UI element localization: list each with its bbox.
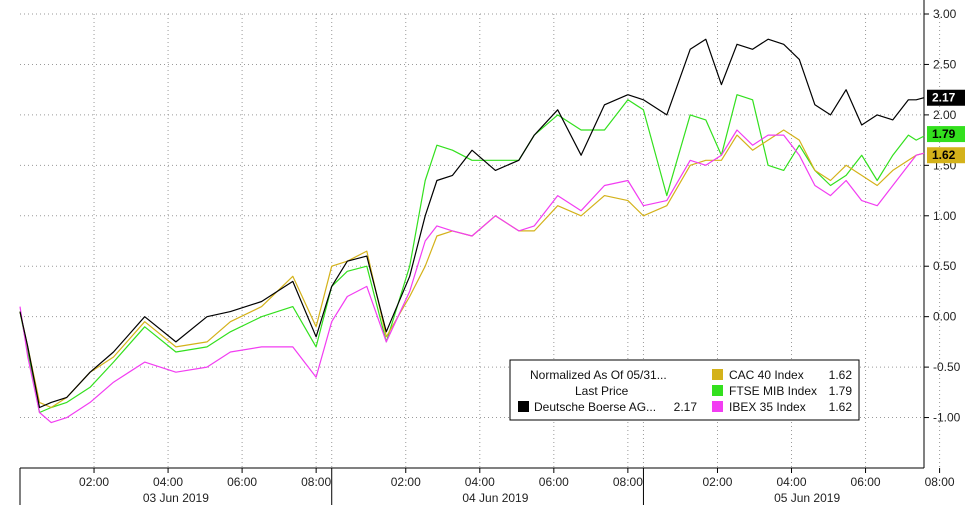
x-tick-label: 06:00 <box>539 475 569 489</box>
last-value-badge <box>927 126 965 143</box>
legend-swatch-cac40 <box>712 369 723 380</box>
legend-swatch-deutsche-boerse <box>518 401 529 412</box>
legend-label-ibex35: IBEX 35 Index <box>729 400 806 414</box>
x-day-label: 04 Jun 2019 <box>462 491 528 505</box>
y-tick-label: -0.50 <box>933 360 961 374</box>
y-tick-label: 1.00 <box>933 209 957 223</box>
x-tick-label: 04:00 <box>777 475 807 489</box>
grid <box>20 13 941 468</box>
series-line-ibex-35-index <box>19 129 925 424</box>
last-value-badge-label: 1.79 <box>932 127 956 141</box>
x-tick-label: 08:00 <box>925 475 955 489</box>
axes: 3.002.502.001.501.000.500.00-0.50-1.0002… <box>19 0 961 505</box>
legend-header-line2: Last Price <box>575 384 629 398</box>
legend-box <box>509 359 860 421</box>
series-layer <box>19 38 925 424</box>
y-tick-label: 2.00 <box>933 108 957 122</box>
x-tick-label: 02:00 <box>702 475 732 489</box>
x-tick-label: 02:00 <box>79 475 109 489</box>
x-tick-label: 08:00 <box>301 475 331 489</box>
legend-value-cac40: 1.62 <box>829 368 853 382</box>
series-line-deutsche-boerse-ag <box>19 38 925 409</box>
legend-label-ftse-mib: FTSE MIB Index <box>729 384 817 398</box>
y-tick-label: 3.00 <box>933 7 957 21</box>
x-tick-label: 06:00 <box>851 475 881 489</box>
last-value-badges: 2.17 1.79 1.62 <box>927 89 965 164</box>
x-tick-label: 08:00 <box>613 475 643 489</box>
last-value-badge <box>927 89 965 106</box>
legend: Normalized As Of 05/31... Last Price Deu… <box>509 359 860 421</box>
legend-swatch-ftse-mib <box>712 385 723 396</box>
legend-value-ftse-mib: 1.79 <box>829 384 853 398</box>
last-value-badge-label: 1.62 <box>932 148 956 162</box>
legend-swatch-ibex35 <box>712 401 723 412</box>
x-day-label: 05 Jun 2019 <box>774 491 840 505</box>
y-tick-label: 0.50 <box>933 259 957 273</box>
legend-header-line1: Normalized As Of 05/31... <box>530 368 667 382</box>
y-tick-label: 0.00 <box>933 310 957 324</box>
y-tick-label: -1.00 <box>933 411 961 425</box>
legend-label-cac40: CAC 40 Index <box>729 368 804 382</box>
last-value-badge-label: 2.17 <box>932 91 956 105</box>
legend-value-ibex35: 1.62 <box>829 400 853 414</box>
x-tick-label: 02:00 <box>391 475 421 489</box>
x-day-label: 03 Jun 2019 <box>143 491 209 505</box>
y-tick-label: 2.50 <box>933 57 957 71</box>
x-tick-label: 04:00 <box>465 475 495 489</box>
legend-value-deutsche-boerse: 2.17 <box>674 400 698 414</box>
legend-label-deutsche-boerse: Deutsche Boerse AG... <box>534 400 656 414</box>
x-tick-label: 04:00 <box>153 475 183 489</box>
last-value-badge <box>927 147 965 164</box>
x-tick-label: 06:00 <box>227 475 257 489</box>
